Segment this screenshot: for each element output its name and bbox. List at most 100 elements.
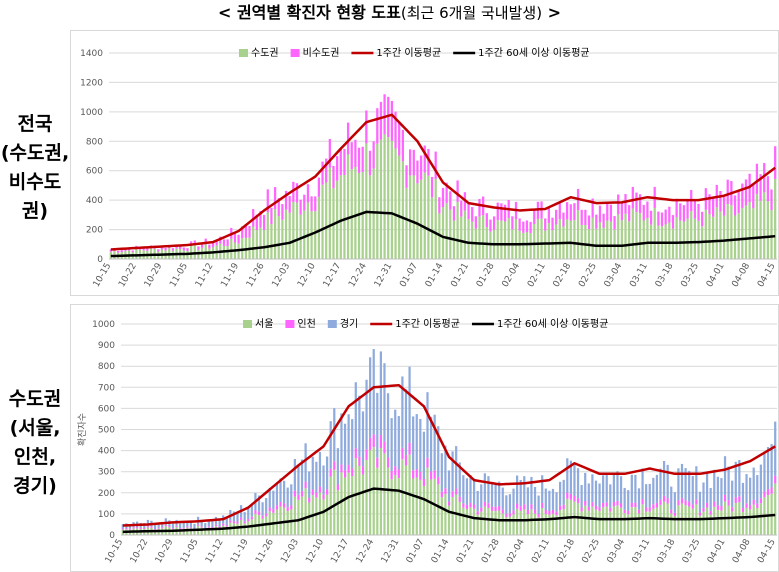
y-tick-label: 1200 xyxy=(80,78,103,88)
bar-경기 xyxy=(770,444,773,488)
bar-서울 xyxy=(469,507,472,535)
line-1주간 이동평균 xyxy=(122,383,776,527)
bar-서울 xyxy=(501,513,504,535)
bar-인천 xyxy=(566,492,569,499)
bar-서울 xyxy=(458,501,461,535)
bar-서울 xyxy=(200,527,203,535)
bar-서울 xyxy=(440,497,443,535)
bar-비수도권 xyxy=(303,194,306,211)
bar-서울 xyxy=(673,515,676,535)
bar-수도권 xyxy=(288,212,291,259)
bar-서울 xyxy=(483,506,486,535)
bar-경기 xyxy=(544,488,547,510)
bar-수도권 xyxy=(357,172,361,259)
bar-경기 xyxy=(218,520,221,527)
bar-인천 xyxy=(637,509,641,514)
bar-경기 xyxy=(598,483,601,508)
bar-경기 xyxy=(272,490,275,510)
bar-인천 xyxy=(548,511,551,515)
bar-비수도권 xyxy=(456,180,459,202)
bar-경기 xyxy=(161,521,164,528)
bar-인천 xyxy=(254,510,257,514)
x-tick-label: 02-18 xyxy=(552,261,574,289)
bar-서울 xyxy=(462,507,465,535)
bar-비수도권 xyxy=(737,191,740,214)
bar-서울 xyxy=(465,508,469,535)
bar-경기 xyxy=(566,458,569,493)
legend-swatch xyxy=(290,49,300,57)
bar-비수도권 xyxy=(434,151,437,179)
bar-인천 xyxy=(559,505,562,511)
bar-경기 xyxy=(236,512,239,522)
bar-서울 xyxy=(630,507,633,535)
bar-인천 xyxy=(774,475,777,484)
bar-서울 xyxy=(204,529,207,535)
bar-경기 xyxy=(146,519,149,527)
bar-경기 xyxy=(573,464,576,496)
bar-경기 xyxy=(594,480,598,506)
bar-수도권 xyxy=(620,220,623,259)
bar-비수도권 xyxy=(131,250,134,253)
x-tick-label: 12-10 xyxy=(304,537,326,565)
bar-비수도권 xyxy=(109,249,112,252)
bar-경기 xyxy=(308,471,311,498)
legend-label: 1주간 60세 이상 이동평균 xyxy=(497,318,608,330)
bar-경기 xyxy=(390,418,393,471)
bar-수도권 xyxy=(653,207,656,259)
bar-수도권 xyxy=(708,214,711,259)
bar-경기 xyxy=(419,418,422,472)
bar-경기 xyxy=(322,465,325,495)
bar-서울 xyxy=(218,527,221,535)
bar-비수도권 xyxy=(551,217,554,231)
bar-서울 xyxy=(193,529,196,535)
bar-비수도권 xyxy=(438,197,441,214)
bar-서울 xyxy=(548,514,551,535)
bar-인천 xyxy=(562,504,565,510)
bar-인천 xyxy=(759,498,762,504)
bar-인천 xyxy=(609,507,612,512)
bar-수도권 xyxy=(690,211,693,259)
bar-인천 xyxy=(397,469,400,479)
bar-경기 xyxy=(293,458,296,491)
bar-서울 xyxy=(386,467,390,535)
bar-수도권 xyxy=(602,227,605,259)
bar-인천 xyxy=(153,529,157,530)
bar-수도권 xyxy=(565,219,569,259)
bar-비수도권 xyxy=(237,234,240,244)
bar-경기 xyxy=(247,508,250,520)
bar-서울 xyxy=(598,511,601,535)
bar-서울 xyxy=(530,509,533,535)
bar-수도권 xyxy=(343,175,346,259)
bar-경기 xyxy=(487,476,490,504)
bar-비수도권 xyxy=(719,191,722,212)
bar-서울 xyxy=(745,507,748,535)
bar-인천 xyxy=(444,488,447,495)
bar-서울 xyxy=(447,505,451,535)
x-tick-label: 01-21 xyxy=(455,538,477,566)
bar-서울 xyxy=(358,465,361,535)
x-tick-label: 01-21 xyxy=(449,262,471,290)
bar-인천 xyxy=(512,510,515,515)
bar-인천 xyxy=(429,471,433,480)
bar-인천 xyxy=(143,527,146,529)
bar-비수도권 xyxy=(441,187,445,208)
bar-인천 xyxy=(709,510,712,515)
bar-서울 xyxy=(756,508,759,535)
bar-인천 xyxy=(239,517,243,520)
bar-서울 xyxy=(533,513,537,535)
bar-인천 xyxy=(695,499,698,505)
bar-비수도권 xyxy=(343,148,346,176)
bar-수도권 xyxy=(321,184,324,259)
bar-비수도권 xyxy=(555,209,558,225)
bar-인천 xyxy=(727,500,730,506)
bar-경기 xyxy=(591,474,594,503)
bar-경기 xyxy=(677,468,680,501)
bar-경기 xyxy=(365,379,368,450)
bar-비수도권 xyxy=(649,210,653,225)
bar-수도권 xyxy=(401,161,404,259)
chart-capital: 0 100 200 300 400 500 600 700 800 900 1000 확진자수 10-1… xyxy=(76,317,778,566)
bar-서울 xyxy=(587,510,590,535)
y-tick-label: 900 xyxy=(98,341,115,351)
bar-비수도권 xyxy=(598,205,602,223)
x-tick-label: 04-08 xyxy=(730,261,752,289)
